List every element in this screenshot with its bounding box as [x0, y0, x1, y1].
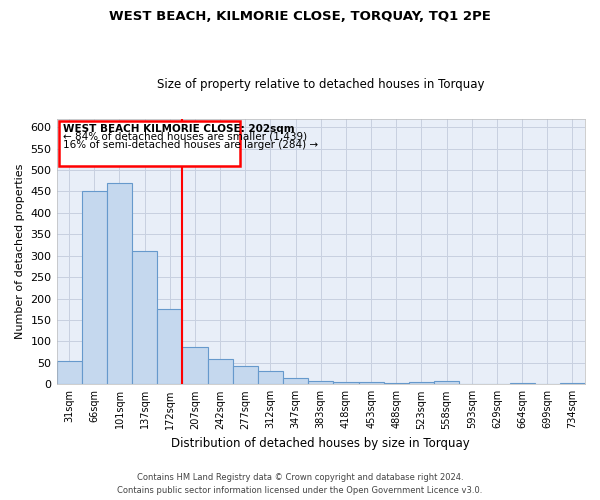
Bar: [359, 382, 383, 384]
Bar: [208, 360, 233, 384]
Bar: [258, 370, 283, 384]
Y-axis label: Number of detached properties: Number of detached properties: [15, 164, 25, 339]
Text: ← 84% of detached houses are smaller (1,439): ← 84% of detached houses are smaller (1,…: [63, 132, 307, 142]
Bar: [334, 382, 359, 384]
Text: Contains HM Land Registry data © Crown copyright and database right 2024.
Contai: Contains HM Land Registry data © Crown c…: [118, 474, 482, 495]
Bar: [107, 183, 132, 384]
Bar: [182, 346, 208, 385]
Text: WEST BEACH, KILMORIE CLOSE, TORQUAY, TQ1 2PE: WEST BEACH, KILMORIE CLOSE, TORQUAY, TQ1…: [109, 10, 491, 23]
Bar: [56, 360, 82, 384]
Bar: [434, 382, 459, 384]
Bar: [283, 378, 308, 384]
Text: 16% of semi-detached houses are larger (284) →: 16% of semi-detached houses are larger (…: [63, 140, 318, 149]
Bar: [233, 366, 258, 384]
Bar: [509, 383, 535, 384]
Text: WEST BEACH KILMORIE CLOSE: 202sqm: WEST BEACH KILMORIE CLOSE: 202sqm: [63, 124, 295, 134]
X-axis label: Distribution of detached houses by size in Torquay: Distribution of detached houses by size …: [172, 437, 470, 450]
Title: Size of property relative to detached houses in Torquay: Size of property relative to detached ho…: [157, 78, 485, 91]
Bar: [409, 382, 434, 384]
Bar: [308, 381, 334, 384]
Bar: [82, 192, 107, 384]
FancyBboxPatch shape: [59, 120, 240, 166]
Bar: [157, 310, 182, 384]
Bar: [132, 252, 157, 384]
